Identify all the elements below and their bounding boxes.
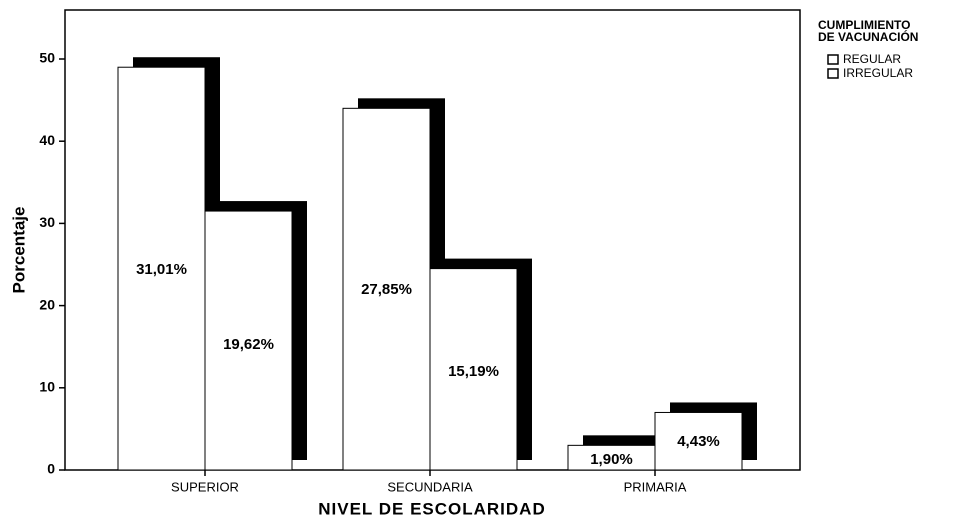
data-label: 19,62% <box>223 336 274 353</box>
y-tick-label: 40 <box>39 132 55 148</box>
x-tick-label: SECUNDARIA <box>387 479 473 494</box>
legend-title: DE VACUNACIÓN <box>818 29 918 44</box>
data-label: 1,90% <box>590 451 633 468</box>
y-axis-label: Porcentaje <box>9 207 28 294</box>
y-tick-label: 10 <box>39 379 55 395</box>
y-tick-label: 50 <box>39 50 55 66</box>
bar <box>654 411 743 471</box>
legend-swatch <box>827 68 839 79</box>
data-label: 31,01% <box>136 261 187 278</box>
bar <box>429 268 518 471</box>
legend-swatch <box>827 54 839 65</box>
x-axis-label: NIVEL DE ESCOLARIDAD <box>318 499 546 518</box>
y-tick-label: 0 <box>47 461 55 477</box>
bar <box>567 444 656 471</box>
data-label: 15,19% <box>448 363 499 380</box>
data-label: 4,43% <box>677 433 720 450</box>
legend-title: CUMPLIMIENTO <box>818 18 910 32</box>
bar <box>204 210 293 471</box>
y-tick-label: 20 <box>39 296 55 312</box>
legend-label: IRREGULAR <box>843 66 913 80</box>
y-tick-label: 30 <box>39 214 55 230</box>
bar <box>117 66 206 471</box>
x-tick-label: PRIMARIA <box>624 479 687 494</box>
legend-label: REGULAR <box>843 52 901 66</box>
x-tick-label: SUPERIOR <box>171 479 239 494</box>
data-label: 27,85% <box>361 281 412 298</box>
